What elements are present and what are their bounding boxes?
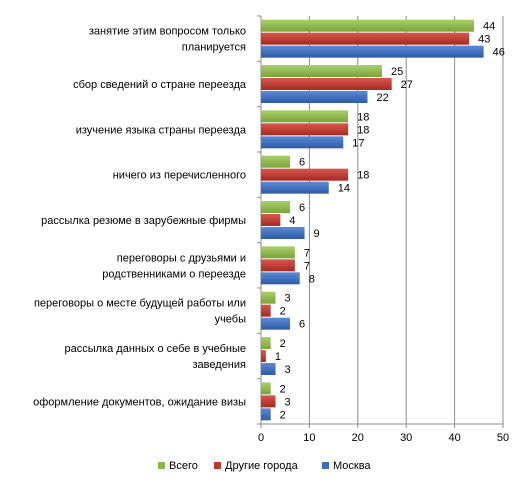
data-label: 25 bbox=[391, 66, 403, 78]
bar-0-5 bbox=[261, 246, 295, 259]
data-label: 6 bbox=[299, 319, 305, 331]
bar-1-2 bbox=[261, 123, 349, 136]
data-label: 46 bbox=[493, 47, 505, 59]
data-label: 27 bbox=[401, 79, 413, 91]
data-label: 18 bbox=[357, 124, 369, 136]
data-label: 4 bbox=[289, 215, 295, 227]
legend-swatch bbox=[322, 462, 329, 469]
bar-2-7 bbox=[261, 363, 276, 375]
data-label: 2 bbox=[280, 409, 286, 421]
x-tick-label: 30 bbox=[400, 432, 412, 444]
bar-0-8 bbox=[261, 382, 271, 395]
data-label: 9 bbox=[314, 228, 320, 240]
bar-1-6 bbox=[261, 304, 271, 317]
x-tick-labels: 0 10 20 30 40 50 bbox=[258, 432, 509, 444]
bar-0-6 bbox=[261, 291, 276, 304]
data-label: 18 bbox=[357, 170, 369, 182]
bar-0-1 bbox=[261, 65, 382, 77]
bar-1-4 bbox=[261, 214, 281, 226]
x-tick-label: 20 bbox=[352, 432, 364, 444]
bar-0-2 bbox=[261, 110, 349, 123]
category-label: переговоры с друзьями и родственниками о … bbox=[102, 252, 246, 280]
data-label: 6 bbox=[299, 202, 305, 214]
bar-0-0 bbox=[261, 19, 474, 32]
x-tick-label: 0 bbox=[258, 432, 264, 444]
data-label: 3 bbox=[285, 396, 291, 408]
category-label: ничего из перечисленного bbox=[113, 170, 246, 182]
data-label: 7 bbox=[304, 260, 310, 272]
category-labels: занятие этим вопросом только планируется с… bbox=[33, 26, 247, 409]
data-label: 1 bbox=[275, 351, 281, 363]
data-label: 2 bbox=[280, 383, 286, 395]
bar-1-3 bbox=[261, 168, 349, 181]
data-label: 3 bbox=[285, 364, 291, 376]
data-label: 7 bbox=[304, 247, 310, 259]
category-label: рассылка резюме в зарубежные фирмы bbox=[41, 215, 246, 227]
data-label: 3 bbox=[285, 293, 291, 305]
category-label: изучение языка страны переезда bbox=[76, 124, 247, 136]
bar-0-7 bbox=[261, 337, 271, 349]
legend-label: Москва bbox=[333, 460, 371, 472]
bar-2-8 bbox=[261, 408, 271, 421]
category-label: занятие этим вопросом только планируется bbox=[89, 26, 246, 54]
bar-1-8 bbox=[261, 395, 276, 408]
category-label: рассылка данных о себе в учебные заведени… bbox=[65, 343, 247, 371]
data-label: 43 bbox=[478, 34, 490, 46]
bar-2-6 bbox=[261, 317, 291, 330]
bar-1-5 bbox=[261, 259, 295, 272]
bar-2-0 bbox=[261, 45, 484, 58]
data-label: 6 bbox=[299, 157, 305, 169]
bars bbox=[261, 19, 484, 421]
legend: Всего Другие города Москва bbox=[158, 460, 371, 472]
x-tick-label: 40 bbox=[448, 432, 460, 444]
data-label: 22 bbox=[376, 92, 388, 104]
data-label: 44 bbox=[483, 21, 495, 33]
bar-2-3 bbox=[261, 181, 329, 194]
bar-1-1 bbox=[261, 78, 392, 90]
data-label: 18 bbox=[357, 111, 369, 123]
data-label: 2 bbox=[280, 338, 286, 350]
bar-2-2 bbox=[261, 136, 344, 149]
bar-2-4 bbox=[261, 227, 305, 239]
category-label: оформление документов, ожидание визы bbox=[33, 396, 246, 408]
data-label: 2 bbox=[280, 306, 286, 318]
category-label: переговоры о месте будущей работы или уче… bbox=[34, 298, 246, 326]
bar-0-4 bbox=[261, 201, 291, 213]
bar-1-7 bbox=[261, 350, 266, 362]
bar-2-1 bbox=[261, 91, 368, 103]
legend-label: Другие города bbox=[225, 460, 299, 472]
data-label: 17 bbox=[352, 137, 364, 149]
data-label: 8 bbox=[309, 273, 315, 285]
legend-label: Всего bbox=[169, 460, 198, 472]
bar-0-3 bbox=[261, 155, 291, 168]
bar-2-5 bbox=[261, 272, 300, 285]
legend-swatch bbox=[214, 462, 221, 469]
x-tick-label: 50 bbox=[497, 432, 509, 444]
category-label: сбор сведений о стране переезда bbox=[73, 79, 247, 91]
legend-swatch bbox=[158, 462, 165, 469]
x-tick-label: 10 bbox=[303, 432, 315, 444]
data-label: 14 bbox=[338, 183, 350, 195]
bar-1-0 bbox=[261, 32, 470, 45]
